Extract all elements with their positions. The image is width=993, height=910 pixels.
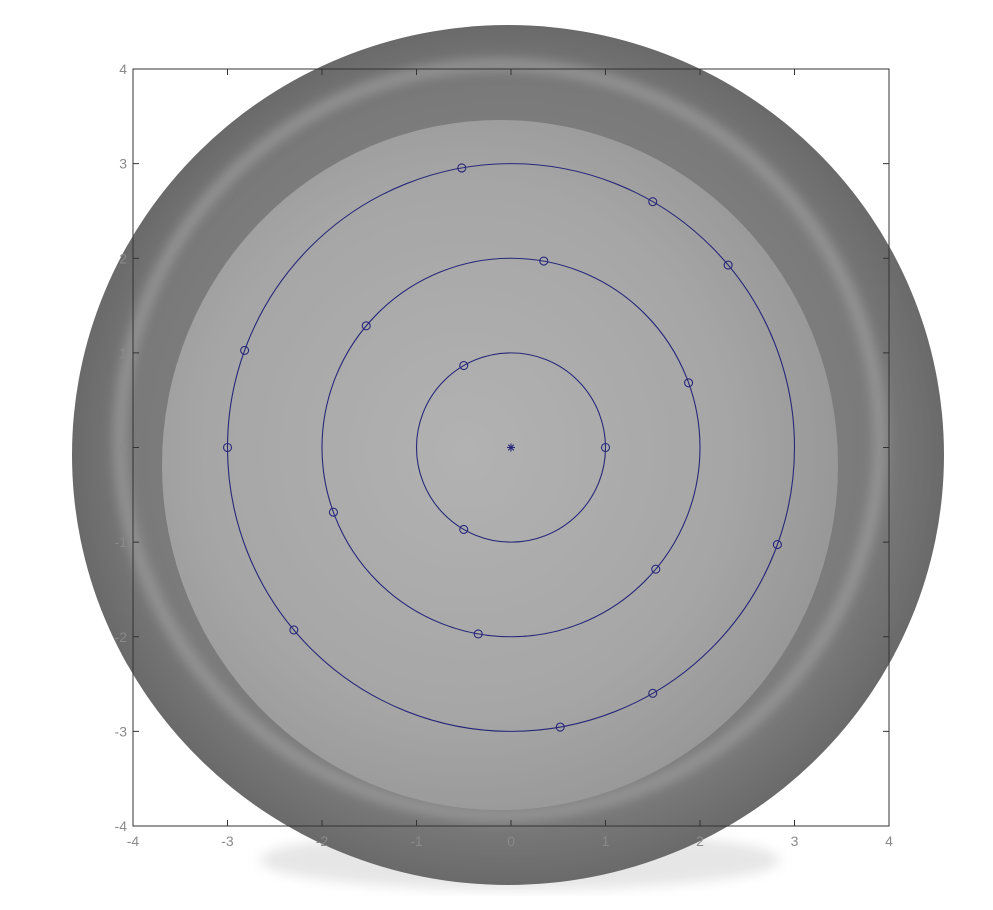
- x-tick-label: -2: [316, 833, 329, 849]
- x-tick-label: 3: [791, 833, 799, 849]
- x-tick-label: 1: [602, 833, 610, 849]
- dish-inner-floor: [162, 120, 838, 810]
- center-layer: [507, 444, 515, 452]
- y-tick-label: 0: [119, 440, 127, 456]
- x-tick-label: -3: [221, 833, 234, 849]
- y-tick-label: 3: [119, 156, 127, 172]
- dish-backdrop: [72, 25, 944, 890]
- y-tick-label: -1: [115, 534, 128, 550]
- y-tick-label: -2: [115, 629, 128, 645]
- x-tick-label: 4: [885, 833, 893, 849]
- y-tick-label: 4: [119, 61, 127, 77]
- x-tick-label: -1: [410, 833, 423, 849]
- x-tick-label: -4: [127, 833, 140, 849]
- x-tick-label: 2: [696, 833, 704, 849]
- x-tick-label: 0: [507, 833, 515, 849]
- y-tick-label: 2: [119, 250, 127, 266]
- y-tick-label: 1: [119, 345, 127, 361]
- y-tick-label: -3: [115, 723, 128, 739]
- center-marker: [507, 444, 515, 452]
- y-tick-label: -4: [115, 818, 128, 834]
